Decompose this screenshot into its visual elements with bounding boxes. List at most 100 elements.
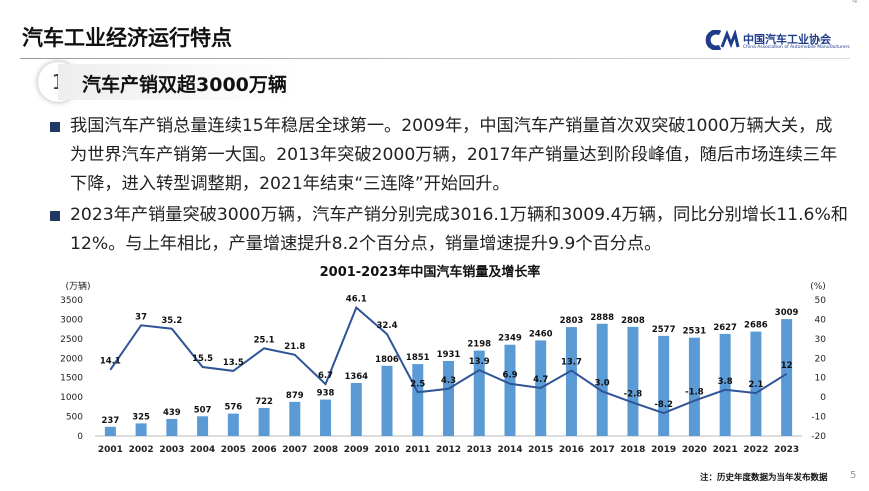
x-tick-label: 2008 [313, 445, 338, 455]
line [109, 305, 788, 415]
bar [658, 335, 670, 436]
line-label: 6.7 [318, 371, 333, 381]
y2-tick-label: -10 [811, 413, 826, 423]
y-tick-label: 1500 [60, 374, 83, 384]
x-tick-label: 2012 [436, 445, 461, 455]
line-label: 14.1 [100, 357, 121, 367]
section-band [58, 64, 298, 100]
bar-label: 2808 [621, 316, 645, 326]
line-label: -8.2 [654, 400, 673, 410]
bar-label: 2888 [590, 313, 614, 323]
bar-label: 2627 [713, 323, 737, 333]
bar-label: 2349 [498, 334, 522, 344]
bar-label: 879 [286, 391, 304, 401]
bar [166, 418, 178, 436]
bar [504, 344, 516, 436]
note: 注：历史年度数据为当年发布数据 [700, 473, 828, 483]
line-label: 15.5 [192, 354, 213, 364]
y-tick-label: 2000 [60, 354, 83, 364]
header-title: 汽车工业经济运行特点 [22, 26, 232, 50]
bar [443, 360, 454, 436]
x-tick-label: 2001 [98, 445, 123, 455]
bar-label: 2460 [529, 329, 553, 339]
line-label: -1.8 [685, 388, 704, 398]
bar-label: 576 [224, 403, 242, 413]
bullets: 我国汽车产销总量连续15年稳居全球第一。2009年，中国汽车产销量首次双突破10… [48, 112, 848, 261]
x-tick-label: 2022 [743, 445, 768, 455]
y2-tick-label: 20 [815, 354, 827, 364]
x-tick-label: 2017 [590, 445, 615, 455]
x-tick-label: 2003 [159, 445, 184, 455]
chart: 2001-2023年中国汽车销量及增长率 (万辆) (%) 0500100015… [60, 264, 827, 455]
x-tick-label: 2023 [774, 445, 799, 455]
line-label: 4.7 [533, 375, 548, 385]
line-label: 2.1 [748, 380, 763, 390]
line-label: 35.2 [161, 316, 182, 326]
x-tick-label: 2007 [282, 445, 307, 455]
bar [750, 331, 762, 436]
y2-tick-label: 50 [815, 296, 827, 306]
bar-label: 1806 [375, 355, 399, 365]
bar [565, 327, 577, 436]
bar-label: 2803 [560, 316, 584, 326]
section-title: 汽车产销双超3000万辆 [82, 74, 287, 96]
y-tick-label: 0 [77, 432, 83, 442]
bar-label: 2198 [467, 340, 491, 350]
y-tick-label: 1000 [60, 393, 83, 403]
line-label: 12 [781, 361, 793, 371]
bar [258, 407, 270, 436]
bar-label: 507 [194, 405, 212, 415]
line-label: 4.3 [441, 376, 456, 386]
y2-tick-label: -20 [811, 432, 826, 442]
bar-label: 2531 [683, 327, 707, 337]
line-label: 6.9 [502, 371, 517, 381]
x-tick-label: 2015 [528, 445, 553, 455]
line-label: 3.0 [595, 378, 610, 388]
x-tick-label: 2006 [252, 445, 277, 455]
bar [719, 333, 731, 436]
line-label: 37 [135, 312, 147, 322]
logo-icon [705, 30, 740, 50]
y2-tick-label: 10 [815, 374, 827, 384]
chart-title: 2001-2023年中国汽车销量及增长率 [320, 264, 541, 280]
y2-label: (%) [810, 282, 826, 292]
x-tick-label: 2020 [682, 445, 707, 455]
bar [627, 326, 639, 436]
x-tick-label: 2016 [559, 445, 584, 455]
bar-label: 325 [132, 412, 150, 422]
line-label: 13.5 [223, 358, 244, 368]
top-page: 4 [852, 0, 858, 6]
line-label: 46.1 [346, 295, 367, 305]
y-tick-label: 2500 [60, 335, 83, 345]
line-label: -2.8 [624, 390, 643, 400]
bar [104, 426, 116, 436]
line-label: 25.1 [254, 335, 275, 345]
x-tick-label: 2014 [497, 445, 522, 455]
bar [350, 382, 362, 436]
line-label: 32.4 [377, 321, 398, 331]
line-label: 2.5 [410, 379, 425, 389]
page-number: 5 [850, 470, 857, 481]
bar [197, 416, 209, 436]
bar-label: 1364 [344, 372, 368, 382]
header-rule [20, 58, 850, 59]
y2-tick-label: 40 [815, 315, 827, 325]
y2-tick-label: 0 [820, 393, 826, 403]
x-tick-label: 2019 [651, 445, 676, 455]
bar-label: 3009 [775, 308, 799, 318]
logo-en: China Association of Automobile Manufact… [743, 45, 850, 50]
bar [227, 413, 239, 436]
bar-label: 439 [163, 408, 181, 418]
bar [688, 337, 700, 436]
bar-label: 2577 [652, 325, 676, 335]
bar [289, 401, 301, 436]
y2-tick-label: 30 [815, 335, 827, 345]
x-tick-label: 2005 [221, 445, 246, 455]
bar [320, 399, 332, 436]
bar-label: 1851 [406, 353, 430, 363]
bar-label: 938 [317, 389, 335, 399]
bar [381, 365, 393, 436]
logo-cn: 中国汽车工业协会 [743, 33, 831, 46]
line-label: 3.8 [718, 377, 733, 387]
